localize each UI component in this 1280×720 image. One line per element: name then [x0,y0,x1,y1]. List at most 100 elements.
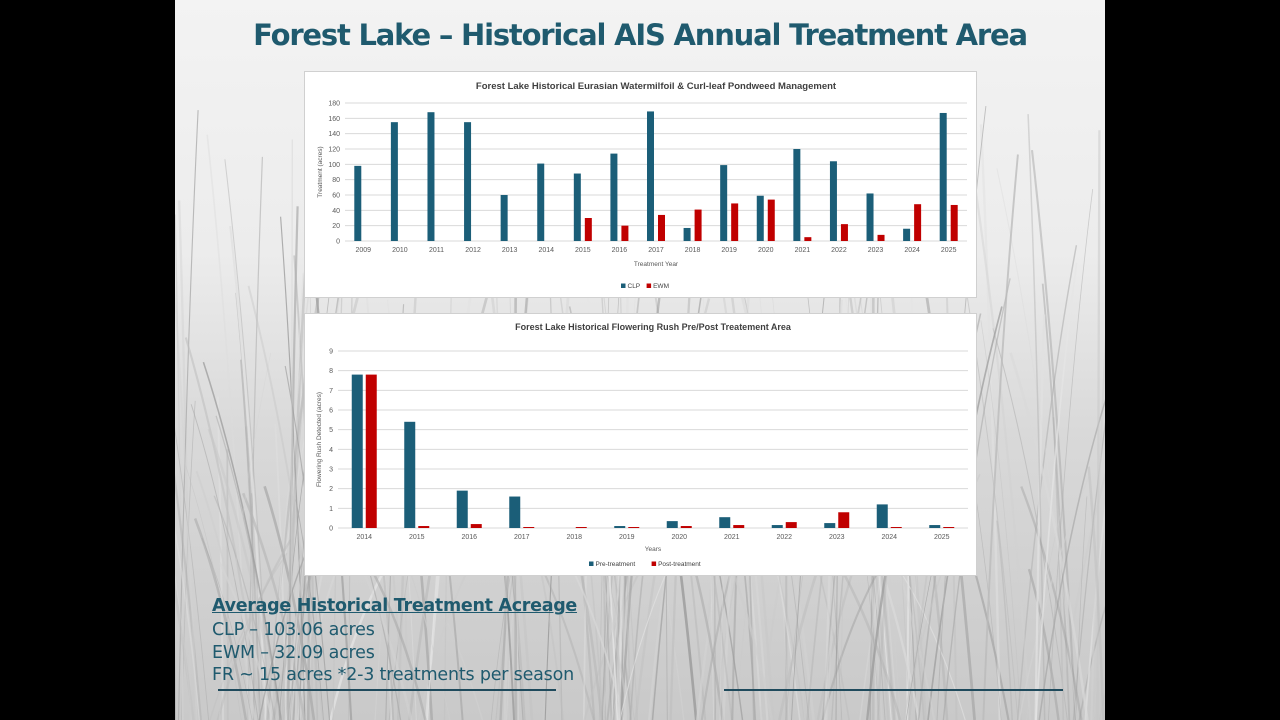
bar-ewm-2016 [621,225,629,241]
bar-ewm-2022 [840,224,848,241]
x-tick-label: 2023 [868,247,884,254]
bar-post-treatment-2017 [523,527,535,528]
grass-blade [209,552,288,720]
y-tick-label: 40 [332,208,340,215]
x-tick-label: 2020 [671,534,687,541]
bar-pre-treatment-2021 [719,517,731,528]
x-tick-label: 2017 [648,247,664,254]
grass-blade [1020,486,1083,720]
x-tick-label: 2017 [514,534,530,541]
bar-clp-2017 [647,111,654,241]
grass-blade [287,206,299,720]
grass-blade [370,568,427,720]
grass-blade [207,428,280,720]
bar-post-treatment-2024 [890,527,902,528]
y-tick-label: 3 [329,467,333,474]
x-tick-label: 2016 [461,534,477,541]
grass-blade [247,156,264,720]
bar-post-treatment-2022 [785,522,797,528]
legend-entry: EWM [653,283,669,290]
slide-title: Forest Lake – Historical AIS Annual Trea… [253,18,1028,52]
grass-blade [185,465,242,720]
legend-entry: Pre-treatment [596,561,636,568]
x-tick-label: 2025 [934,534,950,541]
grass-blade [982,154,1019,720]
grass-blade [175,427,210,720]
bar-pre-treatment-2017 [509,496,521,528]
grass-blade [241,492,306,720]
x-tick-label: 2009 [356,247,372,254]
chart-flowering-rush: Forest Lake Historical Flowering Rush Pr… [304,313,977,576]
x-tick-label: 2020 [758,247,774,254]
chart-ewm-clp-svg: Forest Lake Historical Eurasian Watermil… [317,81,967,290]
grass-blade [235,292,264,720]
grass-blade [175,583,195,720]
x-tick-label: 2015 [409,534,425,541]
grass-blade [218,561,274,720]
grass-blade [1093,597,1105,720]
bar-post-treatment-2020 [680,526,692,528]
grass-blade [175,526,201,720]
grass-blade [298,563,340,720]
y-tick-label: 0 [329,526,333,533]
bar-post-treatment-2019 [628,527,640,528]
legend-swatch [651,561,657,566]
divider-left [218,689,556,691]
x-tick-label: 2016 [612,247,628,254]
summary-heading: Average Historical Treatment Acreage [212,596,578,616]
bar-post-treatment-2018 [575,527,587,528]
grass-blade [247,285,324,720]
grass-blade [213,495,276,720]
y-tick-label: 80 [332,177,340,184]
x-tick-label: 2019 [619,534,635,541]
grass-blade [175,283,198,720]
grass-blade [1027,568,1060,720]
y-tick-label: 6 [329,408,333,415]
grass-blade [1035,262,1078,720]
bar-post-treatment-2025 [943,527,955,528]
bar-clp-2015 [573,173,581,241]
x-tick-label: 2025 [941,247,957,254]
bar-clp-2009 [354,165,362,241]
bar-post-treatment-2014 [365,374,377,528]
divider-right [724,689,1063,691]
x-tick-label: 2013 [502,247,518,254]
grass-blade [996,520,1013,720]
chart-ewm-clp: Forest Lake Historical Eurasian Watermil… [304,71,977,298]
grass-blade [1041,283,1071,720]
grass-blade [1075,496,1088,720]
grass-blade [1072,421,1105,720]
y-tick-label: 160 [328,116,340,123]
bar-clp-2024 [903,228,911,241]
y-tick-label: 60 [332,193,340,200]
y-tick-label: 8 [329,368,333,375]
grass-blade [1096,130,1101,720]
legend-entry: CLP [628,283,641,290]
grass-blade [226,449,229,720]
bar-ewm-2024 [914,204,922,241]
summary-line-fr: FR ~ 15 acres *2-3 treatments per season [212,665,574,685]
x-tick-label: 2023 [829,534,845,541]
x-tick-label: 2018 [566,534,582,541]
grass-blade [1018,477,1090,720]
grass-blade [202,361,282,720]
bar-clp-2014 [537,163,545,241]
bar-ewm-2019 [731,203,739,241]
bar-pre-treatment-2025 [929,525,941,528]
x-tick-label: 2012 [465,247,481,254]
bar-ewm-2021 [804,237,812,241]
y-tick-label: 1 [329,506,333,513]
grass-blade [569,565,625,720]
bar-post-treatment-2015 [418,526,430,528]
x-tick-label: 2024 [904,247,920,254]
bar-pre-treatment-2014 [351,374,363,528]
x-tick-label: 2011 [429,247,444,254]
bar-post-treatment-2023 [838,512,850,528]
slide: Forest Lake – Historical AIS Annual Trea… [175,0,1105,720]
grass-blade [229,225,268,720]
bar-pre-treatment-2024 [876,504,888,528]
grass-blade [996,168,1078,720]
bar-clp-2011 [427,112,435,241]
summary-line-clp: CLP – 103.06 acres [212,620,375,640]
y-tick-label: 100 [328,162,340,169]
